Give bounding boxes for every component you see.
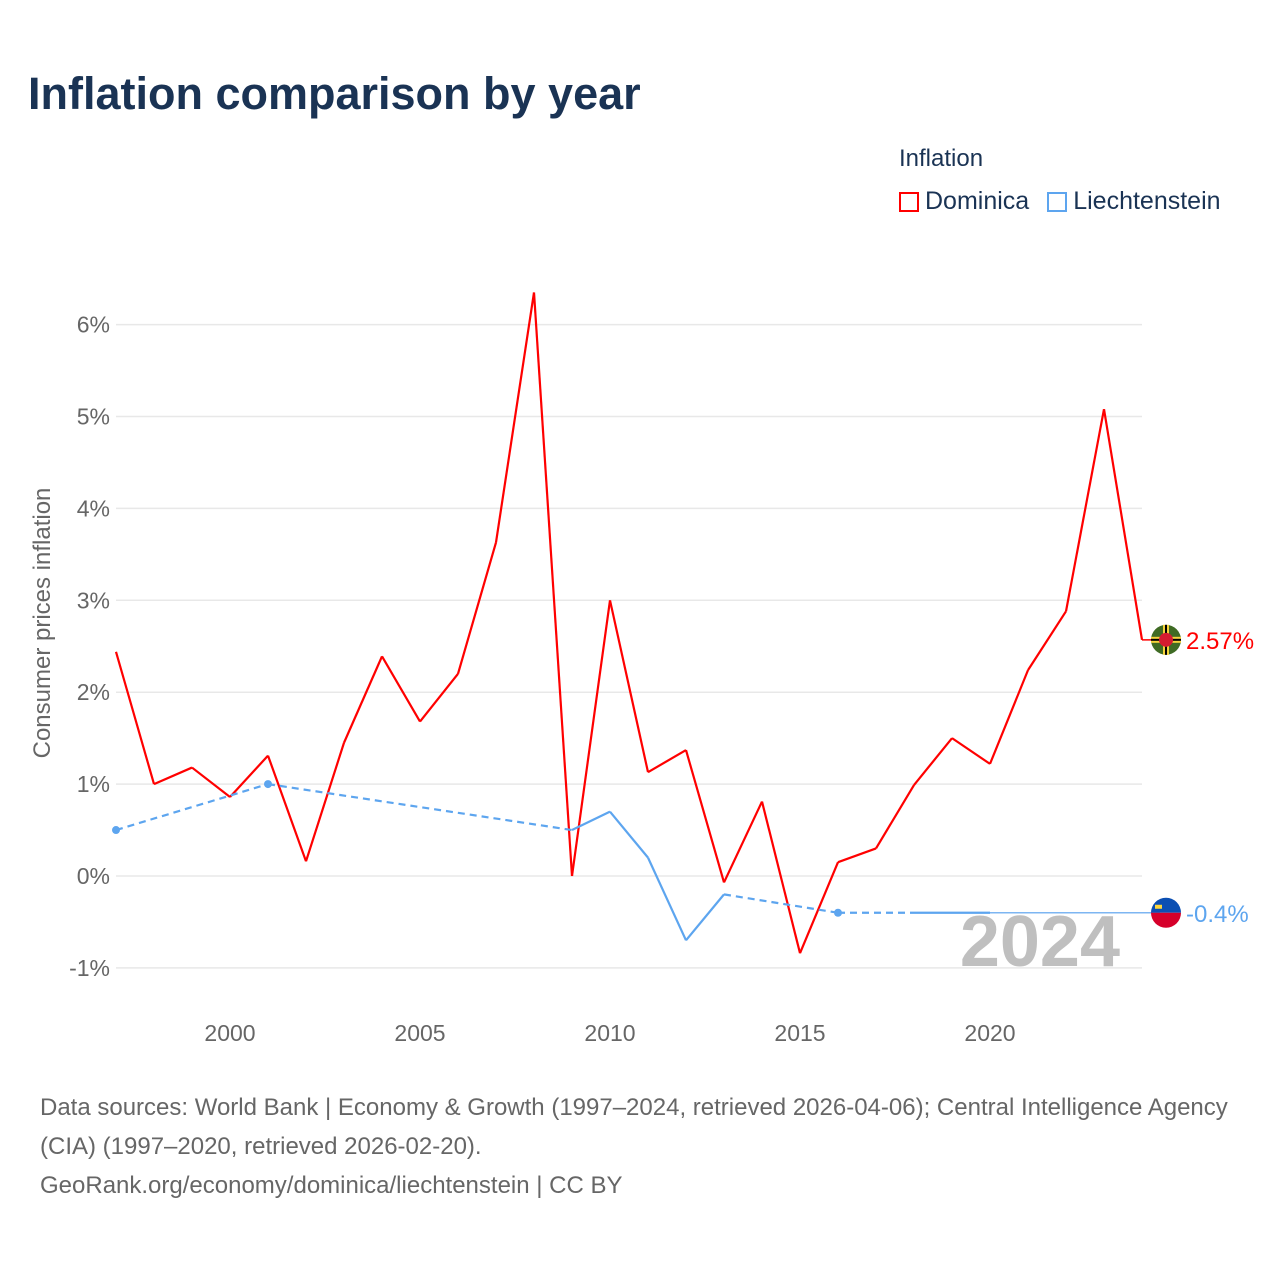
- y-tick-label: 3%: [77, 587, 110, 613]
- series-segment-dominica: [304, 742, 346, 862]
- series-segment-liechtenstein: [571, 810, 611, 832]
- x-tick-label: 2015: [774, 1020, 825, 1046]
- footer: Data sources: World Bank | Economy & Gro…: [40, 1088, 1250, 1205]
- legend-title: Inflation: [899, 145, 984, 172]
- x-tick-label: 2005: [394, 1020, 445, 1046]
- series-segment-dominica: [647, 749, 687, 774]
- series-segment-dominica: [837, 847, 877, 864]
- data-point-liechtenstein: [834, 908, 842, 917]
- x-tick-label: 2010: [584, 1020, 635, 1046]
- end-value-label: 2.57%: [1186, 628, 1254, 655]
- end-value-label: -0.4%: [1186, 901, 1249, 928]
- series-segment-dominica: [723, 801, 763, 883]
- series-segment-dominica: [456, 542, 498, 675]
- legend-label: Liechtenstein: [1073, 187, 1221, 215]
- series-segment-dominica: [684, 749, 726, 883]
- series-segment-liechtenstein: [609, 810, 649, 859]
- y-tick-label: 6%: [77, 312, 110, 338]
- series-segment-dominica: [570, 600, 612, 877]
- series-segment-liechtenstein: [115, 783, 269, 832]
- y-tick-label: 0%: [77, 863, 110, 889]
- series-segment-dominica: [532, 292, 574, 877]
- legend-item-liechtenstein[interactable]: Liechtenstein: [1047, 187, 1221, 216]
- legend-swatch-dominica: [899, 191, 919, 212]
- line-chart: -1% 0% 1% 2% 3% 4% 5% 6% 2000 2005 2010 2015 2020 Con…: [29, 292, 1254, 1046]
- flag-crown: [1155, 904, 1162, 909]
- y-tick-label: 2%: [77, 679, 110, 705]
- liechtenstein-flag-icon: [1151, 897, 1181, 913]
- series-segment-liechtenstein: [723, 893, 839, 914]
- series-segment-dominica: [381, 655, 421, 723]
- chart-title: Inflation comparison by year: [28, 68, 641, 119]
- series-segment-dominica: [229, 754, 269, 798]
- series-segment-dominica: [114, 651, 156, 785]
- data-point-liechtenstein: [264, 780, 272, 789]
- year-watermark: 2024: [960, 902, 1120, 982]
- series-segment-dominica: [342, 655, 384, 744]
- series-segment-dominica: [951, 737, 991, 765]
- x-tick-label: 2000: [204, 1020, 255, 1046]
- series-segment-dominica: [266, 755, 308, 862]
- series-segment-dominica: [1027, 610, 1067, 671]
- flag-disc: [1159, 632, 1173, 647]
- series-segment-liechtenstein: [267, 783, 573, 832]
- y-tick-label: 1%: [77, 771, 110, 797]
- data-point-liechtenstein: [112, 826, 120, 835]
- series-segment-dominica: [988, 669, 1030, 765]
- series-segment-dominica: [1102, 408, 1144, 640]
- series-segment-dominica: [875, 784, 915, 849]
- series-segment-dominica: [419, 673, 459, 723]
- series-segment-dominica: [494, 292, 536, 543]
- series-segment-dominica: [798, 861, 840, 954]
- series-segment-dominica: [153, 766, 193, 786]
- legend-item-dominica[interactable]: Dominica: [899, 187, 1029, 216]
- source-link[interactable]: GeoRank.org/economy/dominica/liechtenste…: [40, 1172, 623, 1199]
- y-tick-label: 5%: [77, 404, 110, 430]
- legend-swatch-liechtenstein: [1047, 191, 1068, 212]
- legend-label: Dominica: [925, 187, 1030, 215]
- series-segment-dominica: [913, 737, 953, 786]
- x-tick-label: 2020: [964, 1020, 1015, 1046]
- legend: Inflation Dominica Liechtenstein: [899, 145, 1221, 216]
- series-segment-dominica: [191, 766, 231, 798]
- series-segment-dominica: [760, 801, 802, 954]
- series-segment-dominica: [608, 600, 650, 773]
- series-segment-liechtenstein: [647, 857, 687, 941]
- liechtenstein-flag-icon: [1151, 912, 1181, 928]
- data-sources: Data sources: World Bank | Economy & Gro…: [40, 1094, 1228, 1160]
- series-segment-dominica: [1064, 408, 1106, 612]
- y-tick-label: 4%: [77, 495, 110, 521]
- y-tick-label: -1%: [69, 955, 110, 981]
- y-axis-label: Consumer prices inflation: [29, 488, 56, 759]
- series-segment-liechtenstein: [685, 893, 725, 942]
